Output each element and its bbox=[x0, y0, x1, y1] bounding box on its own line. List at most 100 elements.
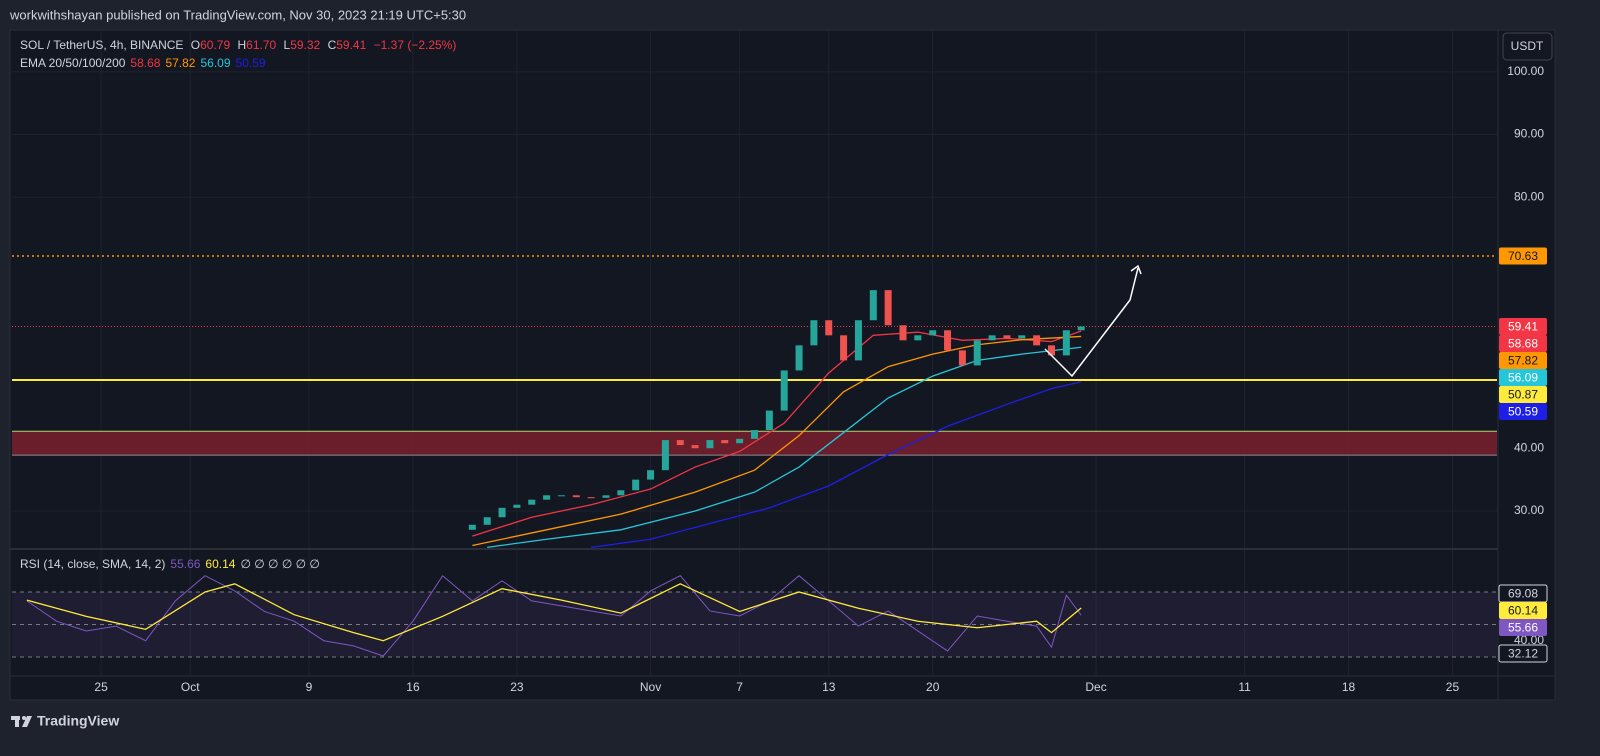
ohlc-label: H bbox=[237, 38, 246, 52]
candle-body bbox=[988, 335, 996, 341]
price-label: 70.63 bbox=[1508, 249, 1538, 263]
candle-body bbox=[736, 438, 744, 444]
x-tick-label: Dec bbox=[1085, 680, 1106, 694]
rsi-price-label-box bbox=[1499, 618, 1547, 636]
price-label-box bbox=[1499, 334, 1547, 352]
x-tick-label: 13 bbox=[822, 680, 836, 694]
rsi-grid bbox=[100, 550, 1453, 675]
candle-body bbox=[1018, 335, 1026, 339]
currency-button[interactable] bbox=[1502, 32, 1553, 61]
price-label: 56.09 bbox=[1508, 371, 1538, 385]
candle-body bbox=[1062, 330, 1070, 356]
symbol-legend: SOL / TetherUS, 4h, BINANCE O60.79 H61.7… bbox=[20, 38, 456, 52]
candle-body bbox=[914, 335, 922, 341]
rsi-legend: RSI (14, close, SMA, 14, 2) 55.66 60.14 ∅ ∅… bbox=[20, 557, 320, 571]
ema-line bbox=[472, 335, 1082, 547]
candle-body bbox=[602, 495, 610, 498]
y-tick-label: 90.00 bbox=[1514, 127, 1544, 141]
ohlc-label: C bbox=[328, 38, 337, 52]
y-tick-label: 40.00 bbox=[1514, 440, 1544, 454]
price-label: 57.82 bbox=[1508, 354, 1538, 368]
drawn-arrow bbox=[1044, 267, 1139, 378]
logo-part bbox=[15, 716, 19, 727]
rsi-value: 55.66 bbox=[170, 557, 200, 571]
rsi-price-label: 32.12 bbox=[1508, 647, 1538, 661]
candle-body bbox=[854, 320, 862, 361]
rsi-value: 60.14 bbox=[205, 557, 235, 571]
x-tick-label: 20 bbox=[926, 680, 940, 694]
rsi-pane bbox=[12, 574, 1497, 658]
candle-body bbox=[1077, 326, 1085, 331]
ema-line bbox=[487, 346, 1082, 548]
rsi-line bbox=[26, 574, 1082, 657]
change-value: −1.37 (−2.25%) bbox=[374, 38, 457, 52]
candle-body bbox=[691, 445, 699, 449]
price-labels: 70.63 50.87 59.41 58.68 57.82 56.09 50.59 69.08… bbox=[1498, 247, 1548, 663]
candle-body bbox=[1048, 345, 1055, 356]
candle-body bbox=[468, 524, 476, 530]
price-label: 50.87 bbox=[1508, 388, 1538, 402]
candle-body bbox=[557, 495, 565, 497]
price-label: 50.59 bbox=[1508, 405, 1538, 419]
main-pane bbox=[12, 255, 1497, 548]
rsi-line bbox=[26, 583, 1082, 642]
candle-body bbox=[617, 490, 625, 496]
candle-body bbox=[572, 495, 580, 498]
y-tick-label: 30.00 bbox=[1514, 503, 1544, 517]
chart-frame bbox=[9, 29, 1556, 701]
logo-part bbox=[22, 716, 32, 727]
candle-body bbox=[706, 440, 714, 449]
price-label: 59.41 bbox=[1508, 320, 1538, 334]
main-grid bbox=[12, 31, 1497, 548]
candle-body bbox=[810, 320, 818, 346]
candle-body bbox=[869, 290, 877, 321]
candle-body bbox=[1003, 335, 1011, 339]
rsi-placeholders: ∅ ∅ ∅ ∅ ∅ ∅ bbox=[240, 557, 319, 571]
x-tick-label: Nov bbox=[640, 680, 661, 694]
ohlc-value: 59.32 bbox=[290, 38, 320, 52]
candle-body bbox=[840, 335, 848, 361]
x-tick-label: 23 bbox=[510, 680, 524, 694]
x-tick-label: 7 bbox=[736, 680, 743, 694]
candle-body bbox=[543, 495, 551, 500]
price-label-box bbox=[1499, 247, 1547, 265]
ema-line bbox=[591, 381, 1082, 548]
ema-value: 56.09 bbox=[200, 56, 230, 70]
candle-body bbox=[944, 330, 952, 351]
rsi-price-label-box bbox=[1498, 644, 1548, 663]
candle-body bbox=[929, 330, 937, 336]
arrow-head bbox=[1130, 264, 1142, 275]
rsi-price-label: 60.14 bbox=[1508, 604, 1538, 618]
ohlc-value: 60.79 bbox=[200, 38, 230, 52]
candle-body bbox=[958, 350, 966, 366]
ema-line bbox=[472, 330, 1082, 537]
axes: 25 Oct 9 16 23 Nov 7 13 20 Dec 11 18 25 100.00 90.00 80… bbox=[94, 64, 1544, 694]
candle-body bbox=[528, 499, 536, 505]
x-tick-label: Oct bbox=[181, 680, 200, 694]
price-label-box bbox=[1499, 317, 1547, 335]
y-tick-label: 100.00 bbox=[1507, 64, 1544, 78]
price-label-box bbox=[1499, 402, 1547, 420]
candle-body bbox=[884, 290, 892, 326]
rsi-band-fill bbox=[12, 591, 1497, 657]
x-tick-label: 11 bbox=[1238, 680, 1251, 694]
candle-body bbox=[899, 325, 907, 341]
rsi-price-label: 69.08 bbox=[1508, 587, 1538, 601]
price-label-box bbox=[1499, 385, 1547, 403]
candle-body bbox=[676, 440, 684, 446]
ohlc-label: O bbox=[191, 38, 200, 52]
y-tick-label: 80.00 bbox=[1514, 189, 1544, 203]
x-tick-label: 18 bbox=[1342, 680, 1356, 694]
candle-body bbox=[513, 504, 521, 508]
price-label-box bbox=[1499, 368, 1547, 386]
x-tick-label: 16 bbox=[406, 680, 420, 694]
ema-title: EMA 20/50/100/200 bbox=[20, 56, 126, 70]
x-tick-label: 9 bbox=[306, 680, 313, 694]
ema-value: 57.82 bbox=[165, 56, 195, 70]
y-tick-label: 40.00 bbox=[1514, 633, 1544, 647]
price-label: 58.68 bbox=[1508, 337, 1538, 351]
footer-brand: TradingView bbox=[37, 713, 119, 729]
ohlc-value: 59.41 bbox=[336, 38, 366, 52]
logo-part bbox=[22, 716, 26, 720]
